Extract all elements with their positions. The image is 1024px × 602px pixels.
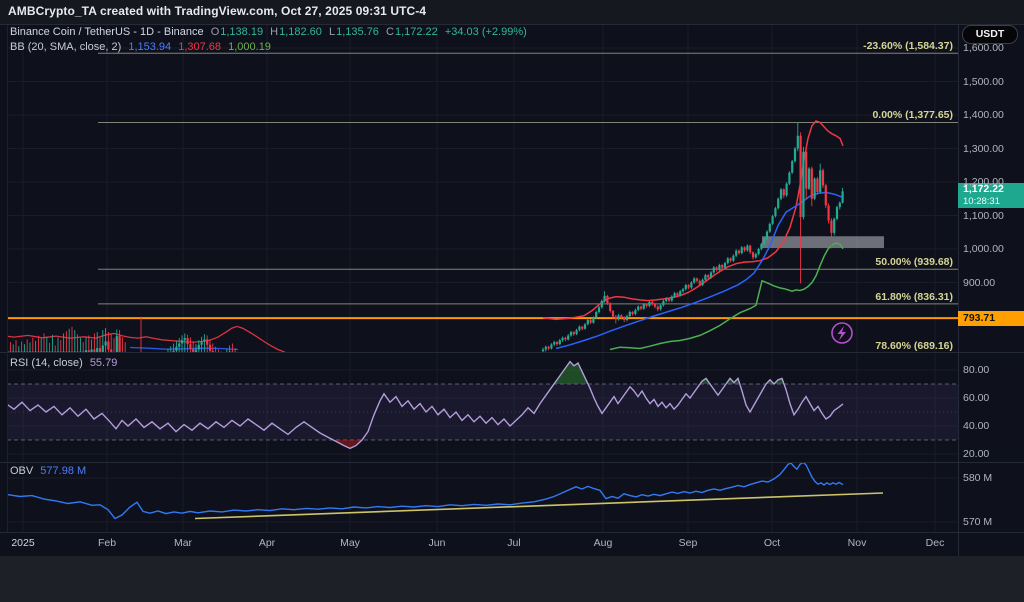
time-tick-label[interactable]: Mar: [173, 537, 193, 549]
time-tick-label[interactable]: May: [340, 537, 360, 549]
time-tick-label[interactable]: 2025: [11, 537, 35, 549]
low-label: L: [328, 26, 336, 38]
main-price-pane[interactable]: [0, 52, 958, 371]
price-tick-label[interactable]: 1,400.00: [963, 109, 1004, 121]
obv-tick-label[interactable]: 570 M: [963, 516, 993, 528]
fib-level-label: 0.00% (1,377.65): [872, 109, 953, 122]
bb-upper-band: [542, 120, 844, 321]
close-label: C: [386, 26, 394, 38]
rsi-tick-label[interactable]: 80.00: [963, 364, 990, 376]
open-label: O: [210, 26, 220, 38]
price-tick-label[interactable]: 1,100.00: [963, 209, 1004, 222]
price-tick-label[interactable]: 900.00: [963, 276, 996, 289]
time-tick-label[interactable]: Nov: [847, 537, 867, 549]
logo-bar: TradingView: [0, 556, 1024, 602]
time-tick-label[interactable]: Feb: [97, 537, 117, 549]
obv-value: 577.98 M: [40, 465, 87, 477]
rsi-indicator-row[interactable]: RSI (14, close) 55.79: [10, 357, 121, 369]
lightning-icon[interactable]: [831, 322, 853, 344]
fib-level-label: 78.60% (689.16): [875, 340, 953, 353]
candlestick-series[interactable]: [541, 122, 844, 353]
bb-label[interactable]: BB (20, SMA, close, 2): [10, 41, 122, 53]
time-tick-label[interactable]: Oct: [763, 537, 781, 549]
rsi-band-fill: [7, 384, 958, 440]
highlight-zone[interactable]: [762, 236, 884, 248]
obv-tick-label[interactable]: 580 M: [963, 472, 993, 484]
bb-indicator-row[interactable]: BB (20, SMA, close, 2) 1,153.94 1,307.68…: [10, 41, 275, 53]
close-value: 1,172.22: [394, 26, 438, 38]
time-tick-label[interactable]: Apr: [258, 537, 276, 549]
high-value: 1,182.60: [279, 26, 322, 38]
attribution-bar: AMBCrypto_TA created with TradingView.co…: [0, 0, 1024, 25]
grid-lines: [7, 25, 958, 532]
fib-level-label: 61.80% (836.31): [875, 290, 953, 303]
rsi-pane[interactable]: [6, 360, 958, 450]
rsi-overbought-fill: [700, 378, 710, 384]
price-tick-label[interactable]: 1,500.00: [963, 75, 1004, 88]
obv-label[interactable]: OBV: [10, 465, 34, 477]
bb-basis-line: [555, 191, 844, 350]
symbol-info-row[interactable]: Binance Coin / TetherUS - 1D - Binance O…: [10, 26, 531, 38]
current-price-badge: 1,172.22 10:28:31: [958, 183, 1024, 208]
bb-lower-value: 1,000.19: [228, 41, 271, 53]
obv-line: [7, 463, 844, 520]
rsi-tick-label[interactable]: 60.00: [963, 392, 990, 404]
price-tick-label[interactable]: 1,300.00: [963, 142, 1004, 155]
price-tick-label[interactable]: 1,000.00: [963, 243, 1004, 255]
bar-countdown: 10:28:31: [963, 196, 1000, 207]
time-tick-label[interactable]: Aug: [593, 537, 613, 549]
obv-trendline[interactable]: [194, 492, 884, 520]
time-tick-label[interactable]: Jun: [428, 537, 446, 549]
rsi-tick-label[interactable]: 40.00: [963, 420, 990, 432]
fib-level-label: -23.60% (1,584.37): [863, 40, 953, 53]
time-tick-label[interactable]: Sep: [678, 537, 698, 549]
time-tick-label[interactable]: Dec: [925, 537, 945, 549]
bb-lower-band: [609, 242, 844, 351]
bb-basis-value: 1,153.94: [128, 41, 172, 53]
hline-price-badge: 793.71: [958, 311, 1024, 326]
low-value: 1,135.76: [336, 26, 379, 38]
early-candles-clipped: [7, 316, 236, 352]
usdt-currency-button[interactable]: USDT: [962, 25, 1018, 44]
rsi-line: [7, 360, 844, 450]
change-value: +34.03 (+2.99%): [444, 26, 527, 38]
rsi-tick-label[interactable]: 20.00: [963, 448, 990, 460]
high-label: H: [270, 26, 279, 38]
symbol-title[interactable]: Binance Coin / TetherUS - 1D - Binance: [10, 26, 204, 38]
open-value: 1,138.19: [220, 26, 264, 38]
obv-indicator-row[interactable]: OBV 577.98 M: [10, 465, 90, 477]
price-tick-label[interactable]: 1,200.00: [963, 176, 1004, 188]
bb-upper-value: 1,307.68: [178, 41, 222, 53]
rsi-label[interactable]: RSI (14, close): [10, 357, 83, 369]
fib-level-label: 50.00% (939.68): [875, 256, 953, 269]
obv-pane[interactable]: [7, 462, 884, 520]
fib-retracement-lines[interactable]: [98, 52, 958, 353]
attribution-text: AMBCrypto_TA created with TradingView.co…: [8, 4, 427, 18]
bb-basis-early: [129, 346, 239, 351]
price-tick-label[interactable]: 1,600.00: [963, 42, 1004, 54]
rsi-value: 55.79: [89, 357, 118, 369]
time-tick-label[interactable]: Jul: [507, 537, 521, 549]
rsi-oversold-fill: [333, 440, 362, 449]
current-price-value: 1,172.22: [963, 183, 1004, 195]
